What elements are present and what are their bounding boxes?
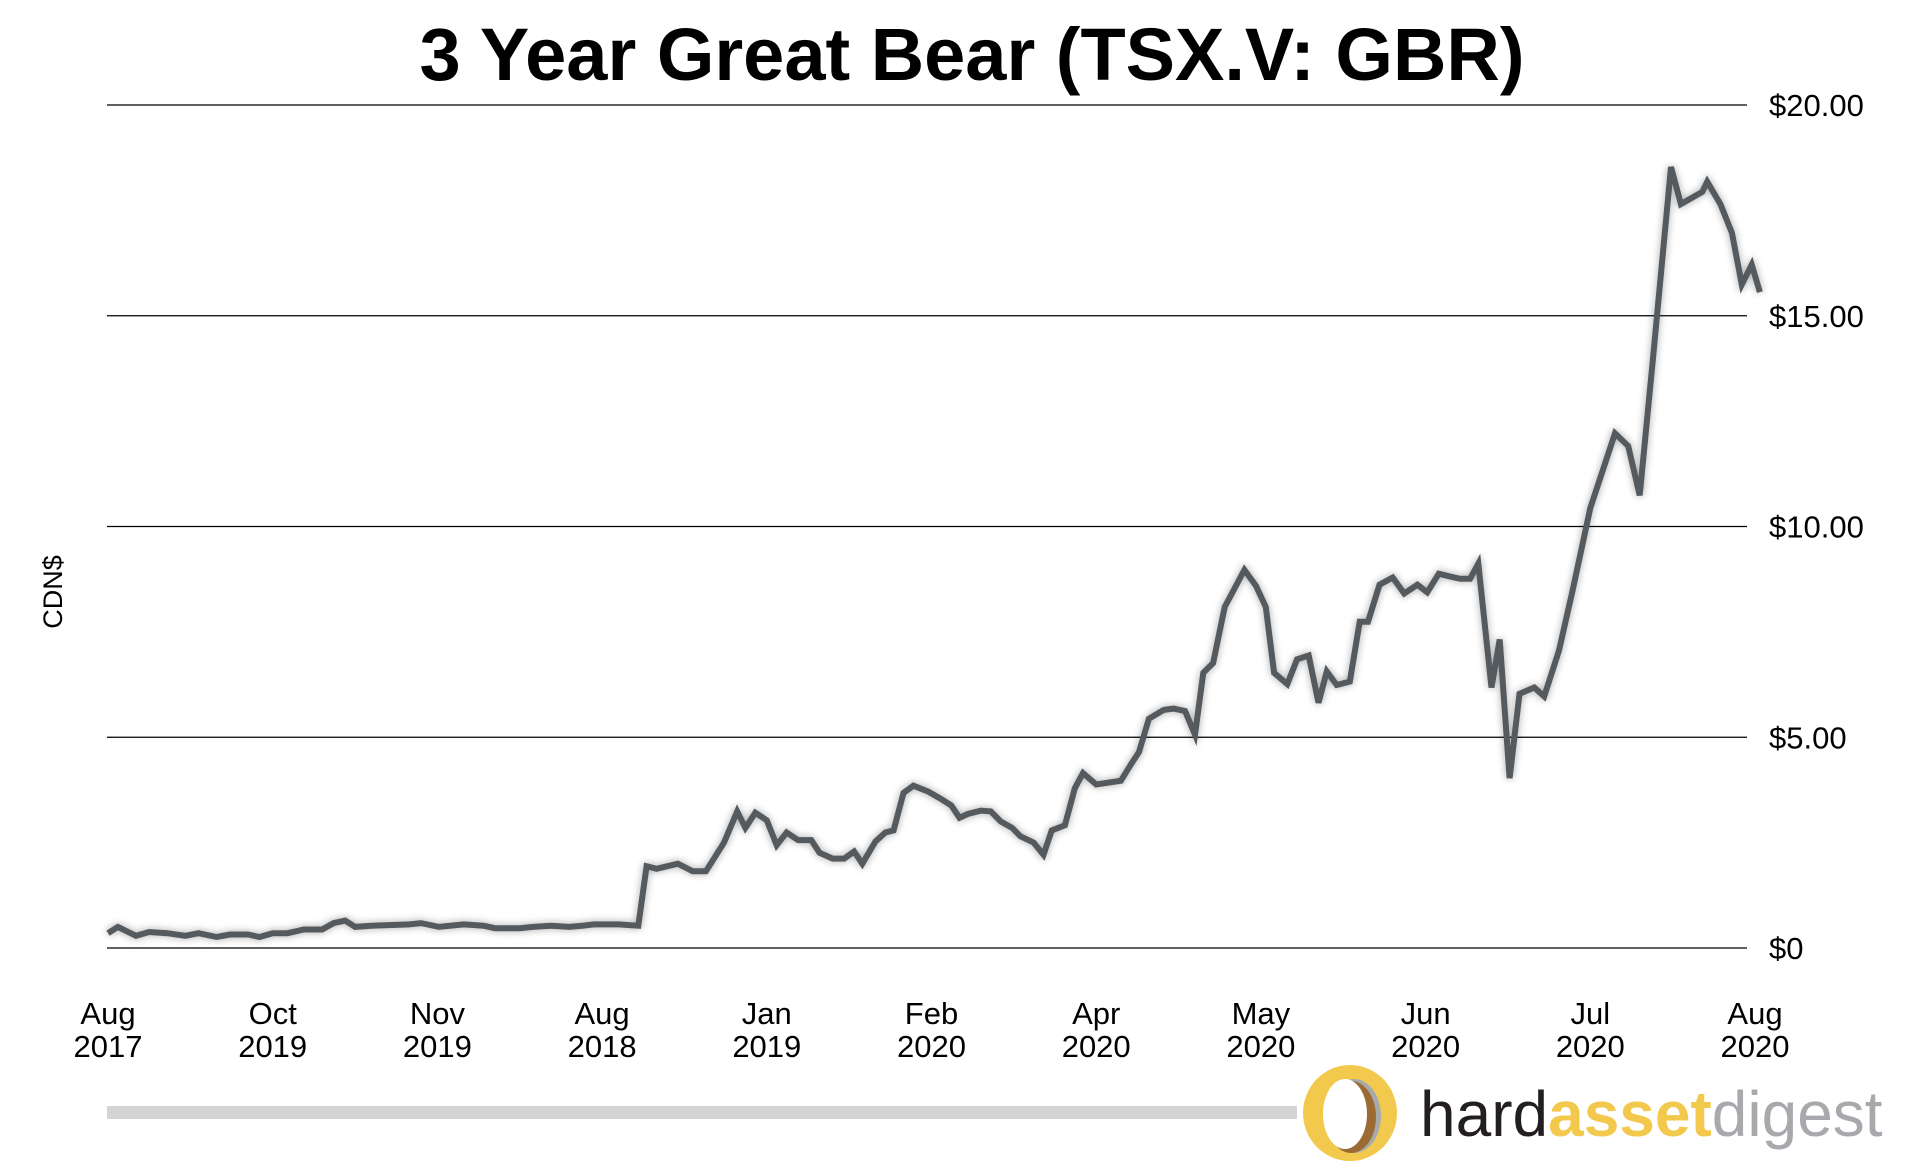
x-tick-year: 2017 (74, 1029, 143, 1064)
logo-text: hardassetdigest (1420, 1078, 1883, 1150)
x-tick-month: Aug (1727, 996, 1782, 1031)
price-line (106, 166, 1763, 941)
x-tick-month: May (1232, 996, 1291, 1031)
x-tick-year: 2019 (403, 1029, 472, 1064)
y-axis-label: CDN$ (38, 555, 68, 629)
x-tick-year: 2020 (1062, 1029, 1131, 1064)
x-tick-month: Oct (249, 996, 298, 1031)
x-tick-month: Apr (1072, 996, 1120, 1031)
y-tick-label: $5.00 (1769, 720, 1847, 755)
x-tick-month: Aug (575, 996, 630, 1031)
y-tick-label: $0 (1769, 931, 1803, 966)
x-tick-year: 2020 (1226, 1029, 1295, 1064)
y-tick-label: $20.00 (1769, 88, 1864, 123)
x-tick-year: 2019 (238, 1029, 307, 1064)
y-axis-ticks: $0 $5.00 $10.00 $15.00 $20.00 (1769, 88, 1864, 966)
x-tick-year: 2020 (1721, 1029, 1790, 1064)
x-tick-year: 2020 (1556, 1029, 1625, 1064)
x-tick-year: 2020 (897, 1029, 966, 1064)
gridlines (107, 104, 1747, 949)
x-tick-month: Nov (410, 996, 466, 1031)
series-layer (106, 166, 1763, 941)
x-tick-month: Jun (1401, 996, 1451, 1031)
x-axis-ticks: Aug2017Oct2019Nov2019Aug2018Jan2019Feb20… (74, 996, 1790, 1064)
y-tick-label: $15.00 (1769, 299, 1864, 334)
chart-title: 3 Year Great Bear (TSX.V: GBR) (420, 13, 1525, 96)
x-tick-year: 2019 (732, 1029, 801, 1064)
x-tick-year: 2020 (1391, 1029, 1460, 1064)
logo: hardassetdigest (1303, 1065, 1883, 1161)
logo-ring-icon (1303, 1065, 1397, 1161)
x-tick-year: 2018 (568, 1029, 637, 1064)
x-tick-month: Jul (1570, 996, 1610, 1031)
x-tick-month: Feb (905, 996, 958, 1031)
x-tick-month: Jan (742, 996, 792, 1031)
footer-bar (107, 1106, 1297, 1119)
x-tick-month: Aug (80, 996, 135, 1031)
y-tick-label: $10.00 (1769, 510, 1864, 545)
